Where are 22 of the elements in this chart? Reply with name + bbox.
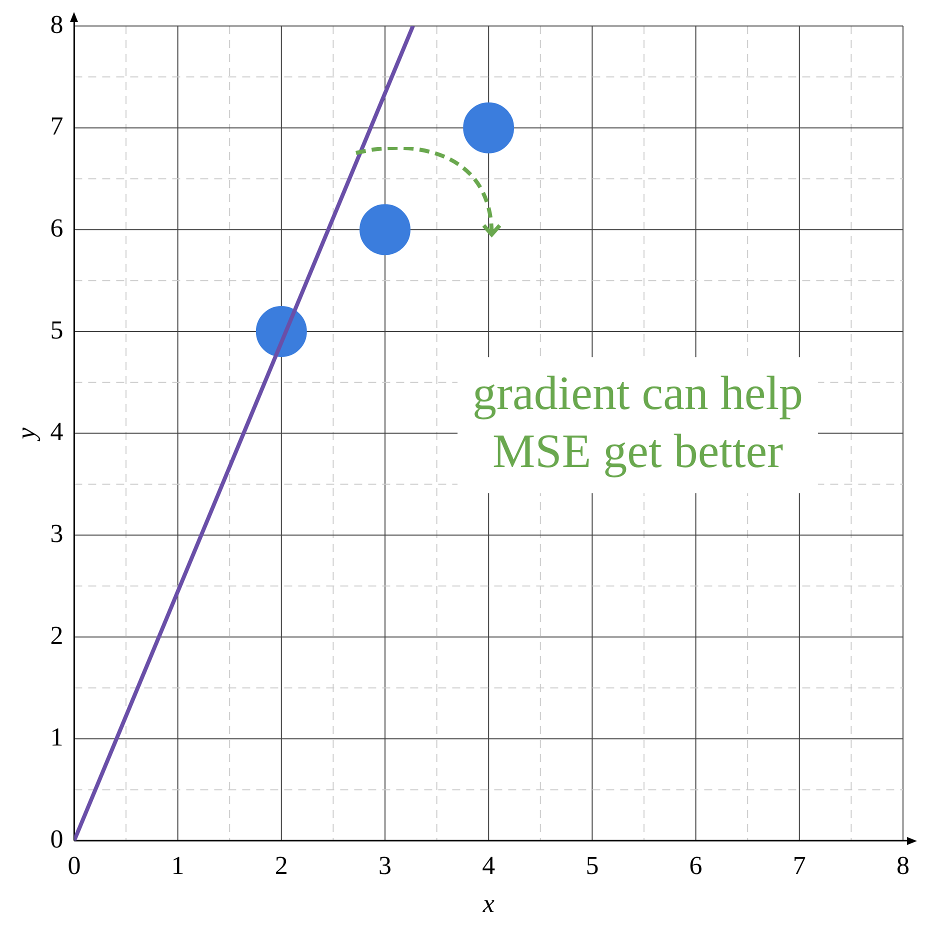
y-tick-label: 5 [50,315,64,344]
x-tick-label: 7 [792,851,806,880]
y-tick-label: 4 [50,417,64,446]
x-tick-label: 6 [689,851,702,880]
y-tick-label: 0 [50,824,64,854]
y-tick-label: 2 [50,620,64,650]
x-tick-label: 5 [586,851,599,880]
point [463,102,514,154]
x-tick-label: 8 [896,851,910,880]
y-tick-label: 7 [50,112,64,141]
y-tick-label: 6 [50,213,64,242]
y-axis-title: y [11,427,40,442]
x-tick-label: 4 [482,851,496,880]
point [360,204,410,256]
annotation: gradient can help MSE get better [472,366,804,478]
x-tick-label: 1 [171,851,184,880]
x-axis-title: x [482,889,495,918]
y-tick-label: 8 [50,10,64,39]
x-tick-label: 3 [378,851,392,880]
y-tick-label: 1 [50,722,64,752]
y-tick-label: 3 [50,518,64,548]
x-tick-label: 2 [274,851,288,880]
